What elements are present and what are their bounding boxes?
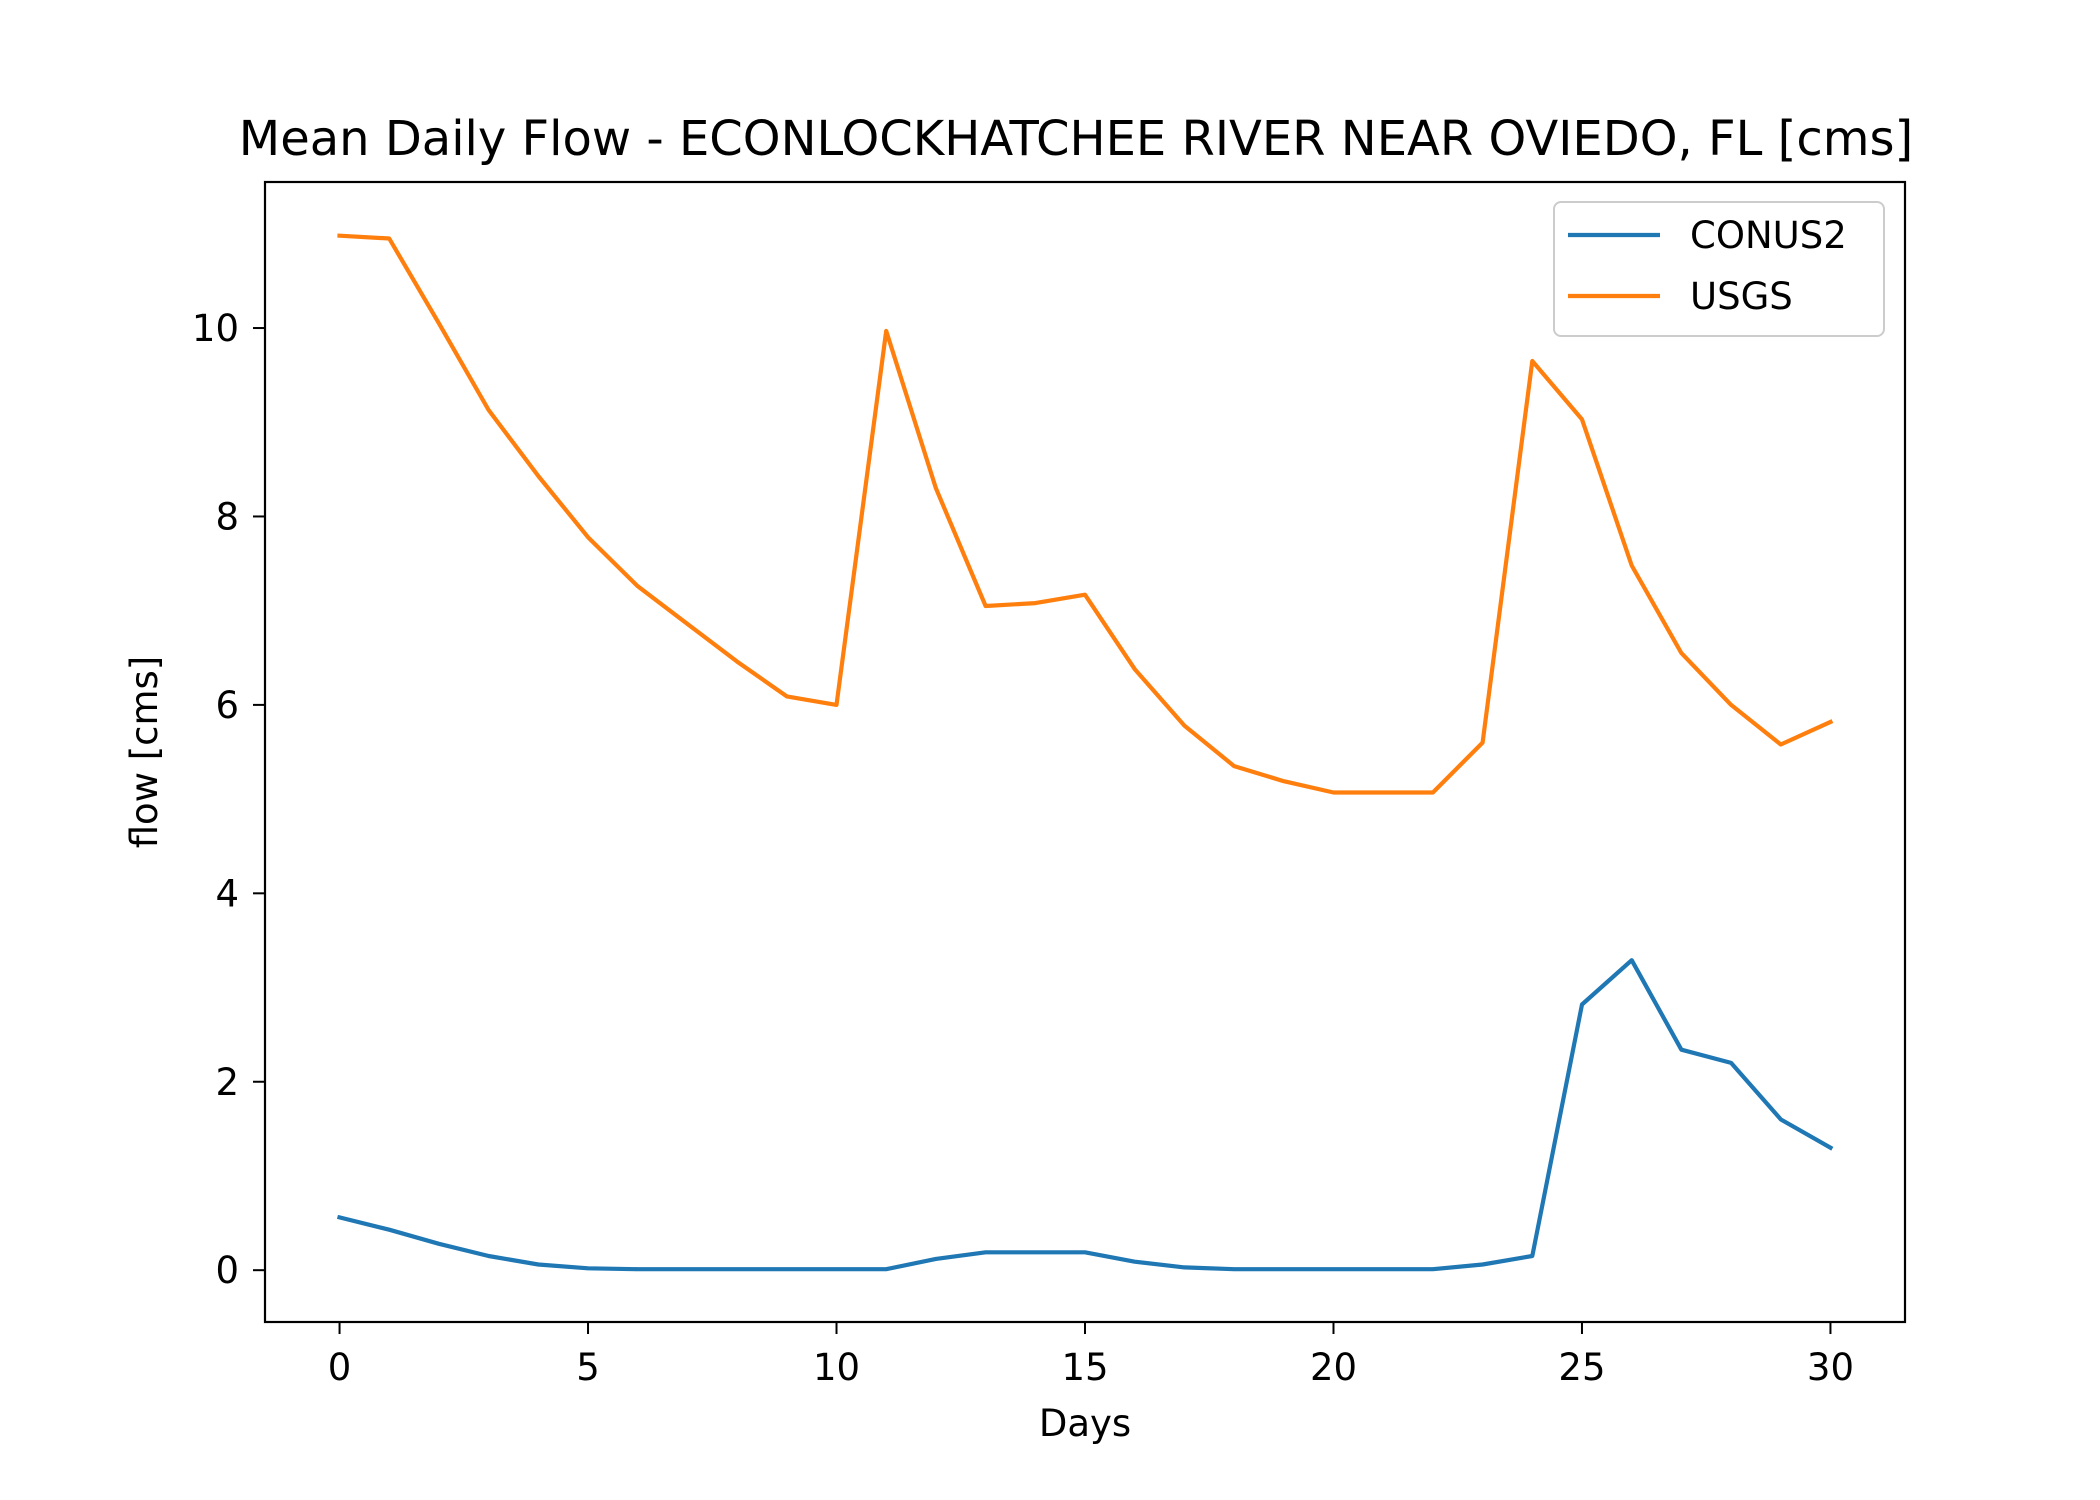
x-tick-label: 30	[1807, 1346, 1854, 1389]
y-tick-label: 4	[215, 872, 239, 915]
y-tick-label: 2	[215, 1061, 239, 1104]
y-axis: 0 2 4 6 8 10	[192, 307, 265, 1292]
y-tick-label: 6	[215, 684, 239, 727]
x-tick-label: 15	[1061, 1346, 1108, 1389]
x-tick-label: 5	[576, 1346, 600, 1389]
legend: CONUS2 USGS	[1553, 201, 1885, 337]
x-tick-label: 0	[328, 1346, 352, 1389]
x-tick-label: 10	[813, 1346, 860, 1389]
y-axis-label: flow [cms]	[123, 656, 166, 849]
series-layer	[336, 233, 1834, 1272]
y-tick-label: 8	[215, 495, 239, 538]
x-axis-label: Days	[1039, 1402, 1131, 1445]
series-line-conus2	[336, 958, 1834, 1272]
chart-title: Mean Daily Flow - ECONLOCKHATCHEE RIVER …	[239, 111, 1913, 167]
x-tick-label: 20	[1310, 1346, 1357, 1389]
legend-label-conus2: CONUS2	[1690, 214, 1847, 257]
y-tick-label: 0	[215, 1249, 239, 1292]
x-tick-label: 25	[1558, 1346, 1605, 1389]
series-line-usgs	[337, 233, 1834, 795]
y-tick-label: 10	[192, 307, 239, 350]
x-axis: 0 5 10 15 20 25 30	[328, 1322, 1854, 1389]
legend-label-usgs: USGS	[1690, 275, 1793, 318]
